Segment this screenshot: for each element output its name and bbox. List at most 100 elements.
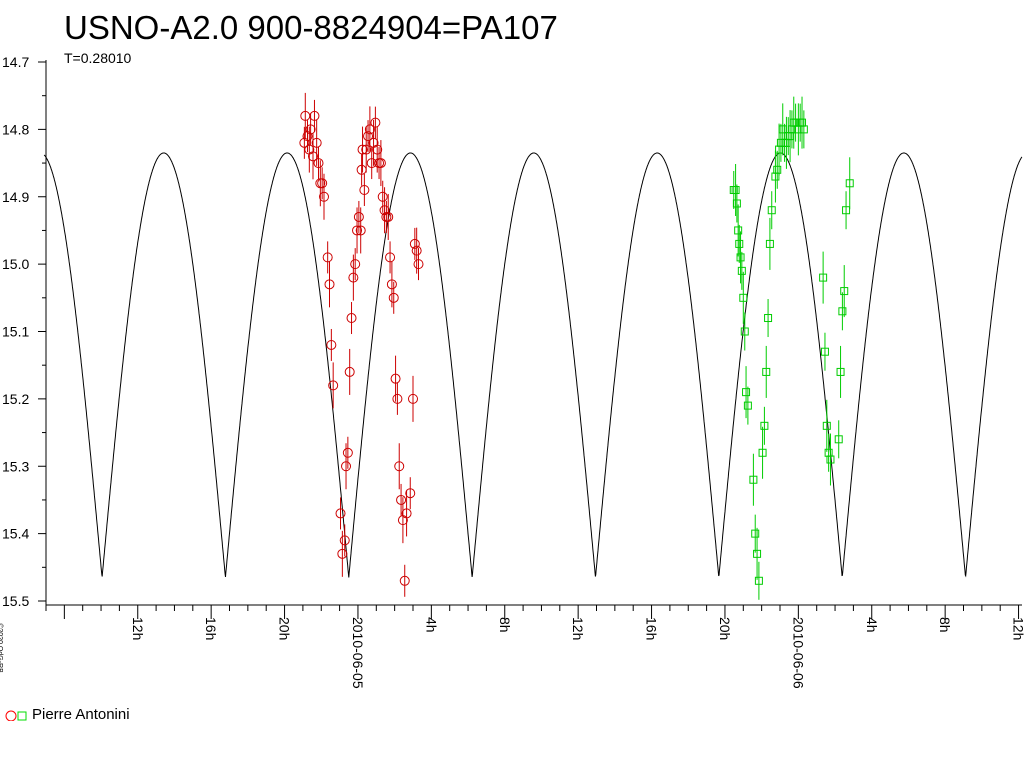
data-point-circle — [385, 252, 396, 263]
model-light-curve — [43, 152, 1023, 578]
data-point-circle — [370, 117, 381, 128]
data-point-circle — [313, 158, 324, 169]
data-point-square — [838, 307, 847, 316]
y-tick-label: 14.8 — [2, 121, 29, 137]
data-point-circle — [363, 131, 374, 142]
y-tick-label: 15.2 — [2, 391, 29, 407]
x-tick-label: 8h — [937, 617, 953, 633]
data-point-circle — [339, 535, 350, 546]
x-tick-label: 20h — [277, 617, 293, 640]
data-point-square — [765, 239, 774, 248]
legend-markers — [5, 710, 27, 721]
data-point-square — [799, 125, 808, 134]
data-point-circle — [311, 137, 322, 148]
data-point-circle — [317, 178, 328, 189]
data-point-circle — [337, 548, 348, 559]
x-tick-label: 2010-06-06 — [790, 617, 806, 689]
data-point-circle — [364, 124, 375, 135]
x-tick-label: 12h — [130, 617, 146, 640]
data-point-circle — [328, 380, 339, 391]
data-point-square — [826, 455, 835, 464]
y-tick-label: 14.9 — [2, 189, 29, 205]
data-point-square — [760, 421, 769, 430]
x-tick-label: 4h — [423, 617, 439, 633]
x-tick-label: 12h — [570, 617, 586, 640]
x-tick-label: 12h — [1011, 617, 1024, 640]
data-point-square — [754, 576, 763, 585]
data-point-circle — [375, 158, 386, 169]
data-point-circle — [353, 211, 364, 222]
data-point-circle — [348, 272, 359, 283]
data-point-square — [751, 529, 760, 538]
data-point-square — [773, 165, 782, 174]
data-point-circle — [335, 508, 346, 519]
y-tick-label: 15.0 — [2, 256, 29, 272]
data-point-square — [767, 206, 776, 215]
data-point-square — [753, 549, 762, 558]
data-point-circle — [342, 447, 353, 458]
x-tick-labels: 12h 16h 20h 2010-06-05 4h 8h 12h 16h 20h 2010-06-… — [130, 617, 1024, 689]
data-point-circle — [355, 225, 366, 236]
data-point-square — [758, 448, 767, 457]
data-point-circle — [411, 245, 422, 256]
period-label: T=0.28010 — [64, 50, 132, 66]
data-point-circle — [405, 488, 416, 499]
data-point-square — [731, 186, 740, 195]
data-point-circle — [388, 292, 399, 303]
data-point-square — [764, 314, 773, 323]
data-point-square — [834, 435, 843, 444]
data-point-square — [737, 266, 746, 275]
data-point-circle — [319, 191, 330, 202]
data-point-square — [736, 253, 745, 262]
data-point-square — [735, 239, 744, 248]
data-point-circle — [324, 279, 335, 290]
data-point-circle — [401, 508, 412, 519]
data-point-circle — [399, 575, 410, 586]
data-point-circle — [344, 366, 355, 377]
data-point-square — [749, 475, 758, 484]
data-point-circle — [352, 225, 363, 236]
data-point-circle — [346, 313, 357, 324]
data-point-square — [822, 421, 831, 430]
data-point-circle — [359, 185, 370, 196]
data-point-square — [820, 347, 829, 356]
data-point-circle — [305, 124, 316, 135]
x-tick-label: 8h — [497, 617, 513, 633]
data-point-circle — [392, 393, 403, 404]
data-point-circle — [386, 279, 397, 290]
data-point-circle — [383, 211, 394, 222]
chart-title: USNO-A2.0 900-8824904=PA107 — [64, 9, 558, 46]
data-point-square — [842, 206, 851, 215]
data-point-square — [762, 367, 771, 376]
data-point-circle — [307, 151, 318, 162]
data-point-circle — [322, 252, 333, 263]
y-tick-label: 15.4 — [2, 526, 29, 542]
data-point-square — [734, 226, 743, 235]
y-tick-label: 15.1 — [2, 324, 29, 340]
data-point-square — [845, 179, 854, 188]
x-tick-label: 16h — [644, 617, 660, 640]
data-point-square — [739, 293, 748, 302]
data-point-circle — [394, 461, 405, 472]
data-point-circle — [372, 144, 383, 155]
y-tick-label: 15.3 — [2, 458, 29, 474]
data-point-circle — [350, 259, 361, 270]
data-point-circle — [341, 461, 352, 472]
y-tick-label: 15.5 — [2, 593, 29, 609]
legend: Pierre Antonini — [4, 705, 130, 723]
data-point-circle — [309, 110, 320, 121]
data-point-circle — [361, 144, 372, 155]
data-point-circle — [302, 131, 313, 142]
data-point-square — [740, 327, 749, 336]
y-tick-label: 14.7 — [2, 54, 29, 70]
data-point-square — [840, 287, 849, 296]
data-point-circle — [326, 339, 337, 350]
x-tick-label: 2010-06-05 — [350, 617, 366, 689]
data-point-square — [819, 273, 828, 282]
legend-label: Pierre Antonini — [32, 705, 130, 723]
data-point-circle — [396, 494, 407, 505]
x-tick-label: 16h — [203, 617, 219, 640]
data-point-square — [743, 401, 752, 410]
data-point-square — [742, 388, 751, 397]
